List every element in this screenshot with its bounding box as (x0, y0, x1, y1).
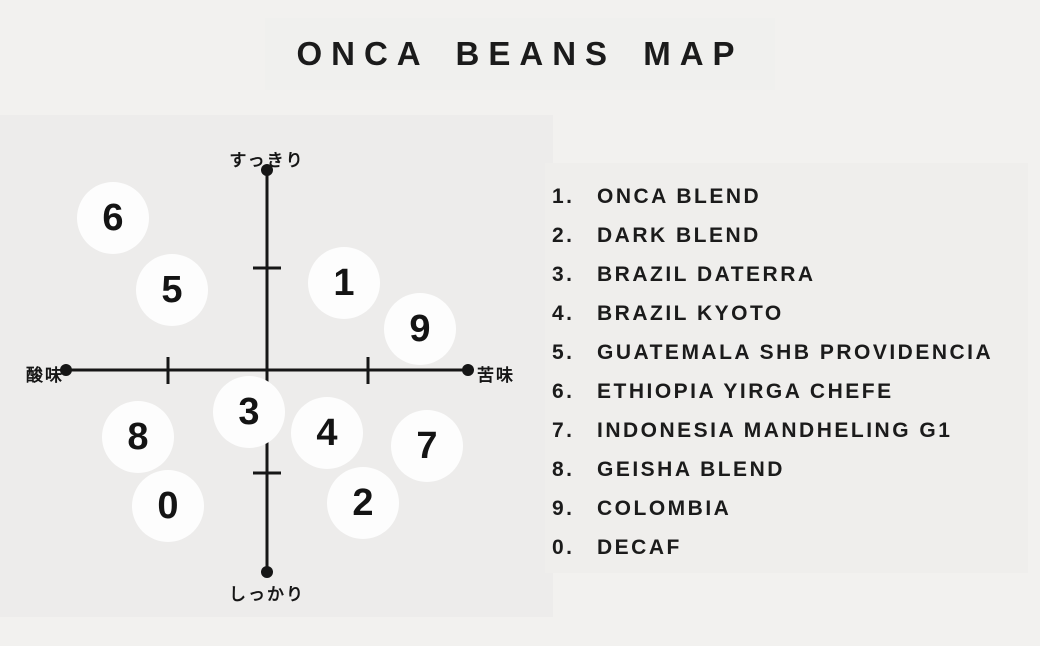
legend-item-7: 7. INDONESIA MANDHELING G1 (552, 411, 993, 450)
legend-item-number: 4. (552, 301, 575, 325)
bean-point-0: 0 (132, 470, 204, 542)
legend-item-name: BRAZIL KYOTO (597, 301, 784, 325)
legend-item-name: INDONESIA MANDHELING G1 (597, 418, 953, 442)
legend-item-number: 8. (552, 457, 575, 481)
legend-item-9: 9. COLOMBIA (552, 489, 993, 528)
bean-point-7: 7 (391, 410, 463, 482)
legend-item-number: 1. (552, 184, 575, 208)
bean-point-4: 4 (291, 397, 363, 469)
title-block: ONCA BEANS MAP (265, 18, 775, 90)
axis-label-top: すっきり (229, 151, 305, 170)
axis-label-left: 酸味 (26, 366, 64, 385)
legend-item-name: DARK BLEND (597, 223, 761, 247)
axis-end-dot-right (462, 364, 474, 376)
axis-label-bottom: しっかり (229, 585, 305, 604)
axis-label-right: 苦味 (477, 366, 515, 385)
legend-item-name: BRAZIL DATERRA (597, 262, 816, 286)
bean-point-8: 8 (102, 401, 174, 473)
legend-item-number: 5. (552, 340, 575, 364)
legend-item-name: ONCA BLEND (597, 184, 762, 208)
legend-item-6: 6. ETHIOPIA YIRGA CHEFE (552, 372, 993, 411)
legend-item-name: DECAF (597, 535, 682, 559)
legend-item-name: COLOMBIA (597, 496, 732, 520)
bean-point-9: 9 (384, 293, 456, 365)
legend-item-2: 2. DARK BLEND (552, 216, 993, 255)
axis-end-dot-top (261, 164, 273, 176)
bean-point-1: 1 (308, 247, 380, 319)
legend-item-name: ETHIOPIA YIRGA CHEFE (597, 379, 894, 403)
bean-point-2: 2 (327, 467, 399, 539)
legend-item-0: 0. DECAF (552, 528, 993, 567)
legend-list: 1. ONCA BLEND 2. DARK BLEND 3. BRAZIL DA… (552, 177, 993, 567)
bean-point-6: 6 (77, 182, 149, 254)
legend-item-number: 9. (552, 496, 575, 520)
legend-item-8: 8. GEISHA BLEND (552, 450, 993, 489)
legend-item-name: GEISHA BLEND (597, 457, 785, 481)
page-title: ONCA BEANS MAP (296, 35, 744, 72)
axis-end-dot-bottom (261, 566, 273, 578)
legend-item-number: 0. (552, 535, 575, 559)
bean-point-5: 5 (136, 254, 208, 326)
legend-item-name: GUATEMALA SHB PROVIDENCIA (597, 340, 994, 364)
legend-item-number: 7. (552, 418, 575, 442)
legend-item-5: 5. GUATEMALA SHB PROVIDENCIA (552, 333, 993, 372)
axis-end-dot-left (60, 364, 72, 376)
legend-item-4: 4. BRAZIL KYOTO (552, 294, 993, 333)
legend-item-number: 6. (552, 379, 575, 403)
legend-panel (545, 163, 1028, 573)
legend-item-number: 2. (552, 223, 575, 247)
bean-point-3: 3 (213, 376, 285, 448)
legend-item-number: 3. (552, 262, 575, 286)
legend-item-1: 1. ONCA BLEND (552, 177, 993, 216)
legend-item-3: 3. BRAZIL DATERRA (552, 255, 993, 294)
